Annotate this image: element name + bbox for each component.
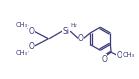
Text: H₂: H₂ xyxy=(70,23,77,28)
Text: Si: Si xyxy=(63,27,70,36)
Text: O: O xyxy=(28,27,34,36)
Text: CH₃: CH₃ xyxy=(122,52,134,58)
Text: O: O xyxy=(78,34,84,43)
Text: O: O xyxy=(28,42,34,51)
Text: O: O xyxy=(101,55,107,64)
Text: CH₃: CH₃ xyxy=(15,22,27,28)
Text: O: O xyxy=(117,51,123,60)
Text: CH₃: CH₃ xyxy=(15,50,27,56)
